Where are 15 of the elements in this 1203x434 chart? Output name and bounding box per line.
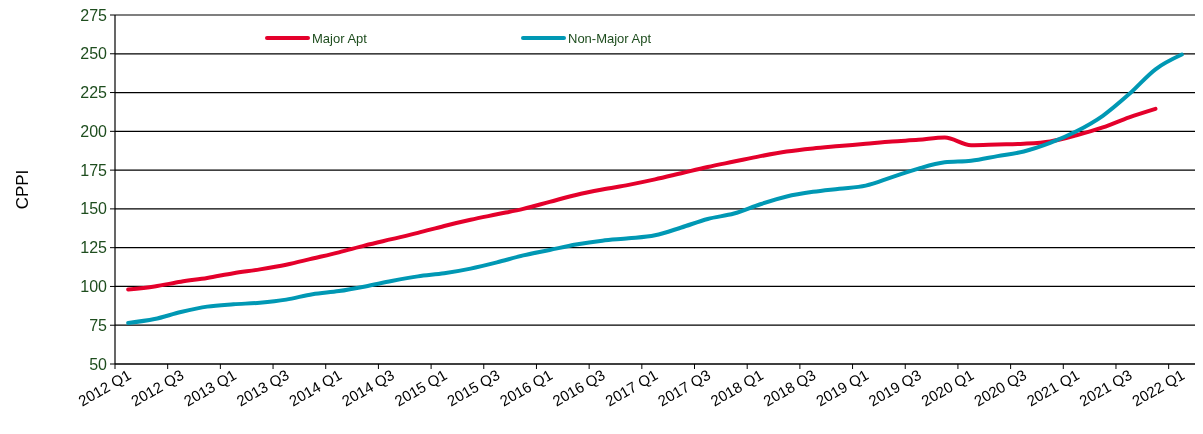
line-series [126,106,1158,292]
y-tick-label: 225 [80,84,108,102]
y-tick-label: 100 [80,278,108,296]
legend-label: Non-Major Apt [568,30,652,46]
y-tick-label: 125 [80,239,108,257]
line-series [126,52,1184,325]
y-tick-label: 150 [80,200,108,218]
y-tick-label: 250 [80,45,108,63]
y-tick-label: 200 [80,122,108,140]
y-axis-title: CPPI [13,169,32,210]
y-tick-label: 75 [89,316,108,334]
legend-label: Major Apt [312,30,368,46]
y-tick-label: 50 [89,355,108,373]
y-tick-label: 275 [80,6,108,24]
y-tick-label: 175 [80,161,108,179]
